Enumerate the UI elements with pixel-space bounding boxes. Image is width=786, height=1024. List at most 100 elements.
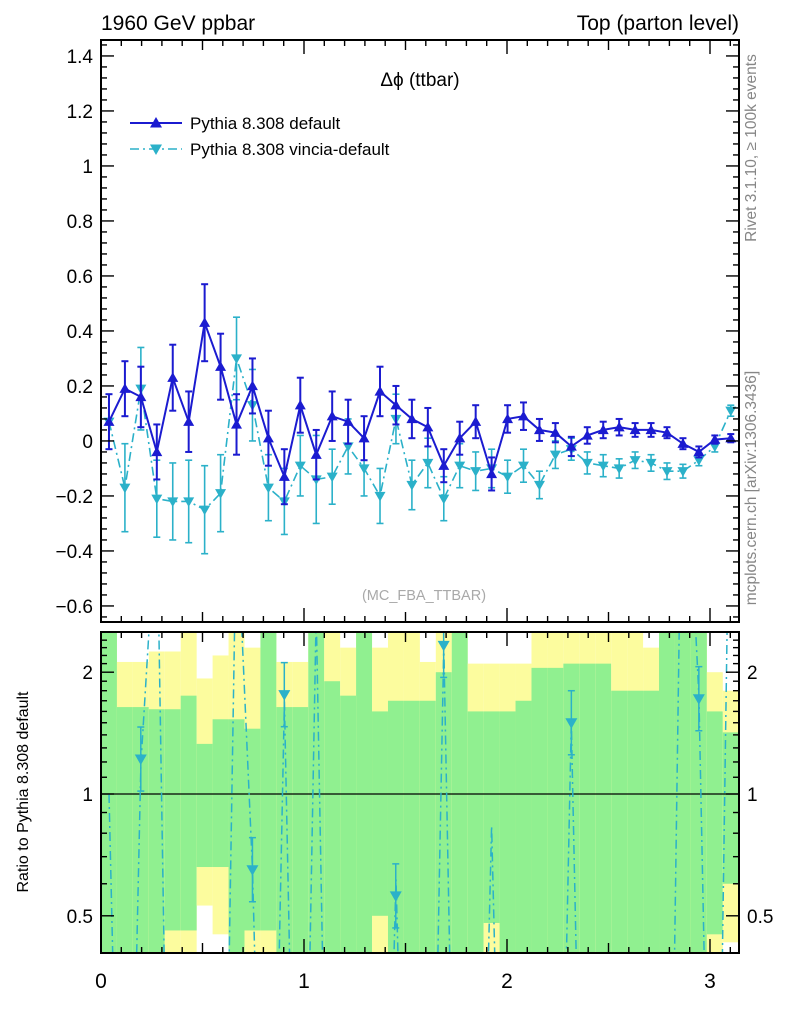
series-default (103, 283, 737, 506)
data-marker (342, 442, 354, 452)
main-y-tick-label: 0.2 (67, 377, 93, 398)
ratio-band-green (212, 719, 229, 868)
data-marker (661, 427, 673, 437)
data-marker (151, 494, 163, 505)
data-marker (215, 361, 227, 371)
ratio-band-green (403, 700, 420, 953)
data-marker (438, 460, 450, 470)
ratio-band-green (148, 709, 165, 953)
ratio-y-tick-label-right: 1 (747, 785, 758, 806)
legend-marker-default (150, 117, 162, 128)
data-marker (199, 317, 211, 327)
chart-frame-layer: 0 1 2 3 1.4 1.2 1 0.8 0.6 0.4 0.2 0 −0.2 −0.4 −0.6 2 2 1 1… (55, 39, 773, 993)
data-marker (358, 464, 370, 474)
data-marker (294, 461, 306, 472)
ratio-band-green (627, 690, 644, 953)
ratio-band-green (722, 732, 739, 884)
data-marker (262, 432, 274, 443)
ratio-band-green (531, 667, 548, 953)
data-marker (725, 432, 737, 443)
ratio-band-green (595, 663, 612, 953)
data-marker (518, 410, 530, 421)
data-marker (390, 399, 402, 410)
data-marker (199, 505, 211, 516)
x-tick-label: 2 (501, 970, 513, 993)
ratio-band-green (244, 728, 261, 931)
data-marker (613, 464, 625, 474)
data-marker (533, 480, 545, 491)
data-marker (183, 416, 195, 426)
main-y-tick-label: 1 (82, 157, 93, 178)
x-tick-label: 0 (95, 970, 107, 993)
data-marker (677, 438, 689, 448)
ratio-band-green (276, 707, 293, 953)
ratio-curve-group (108, 632, 728, 953)
data-marker (326, 410, 338, 421)
data-marker (326, 472, 338, 483)
data-marker (231, 418, 243, 429)
ratio-band-green (260, 632, 277, 931)
ratio-band-green (228, 719, 245, 953)
data-marker (406, 413, 418, 424)
data-marker (470, 416, 482, 426)
x-tick-label: 3 (704, 970, 716, 993)
main-y-tick-label: 1.4 (67, 47, 94, 68)
data-marker (151, 446, 163, 457)
data-marker (661, 467, 673, 477)
data-marker (231, 354, 243, 364)
ratio-band-green (643, 690, 660, 953)
data-marker (119, 483, 131, 494)
main-series-group (103, 283, 737, 555)
data-marker (183, 497, 195, 507)
ratio-y-tick-label-left: 1 (82, 785, 93, 806)
data-marker (629, 456, 641, 466)
data-marker (167, 372, 179, 382)
ratio-band-green (164, 709, 181, 931)
data-marker (294, 399, 306, 410)
legend (130, 117, 182, 155)
ratio-band-green (483, 711, 500, 923)
data-marker (693, 446, 705, 457)
data-marker (135, 391, 147, 402)
main-y-tick-label: 0.4 (67, 322, 94, 343)
data-marker (278, 471, 290, 481)
data-marker (549, 427, 561, 437)
data-marker (167, 497, 179, 507)
data-marker (629, 424, 641, 435)
ratio-band-green (674, 632, 691, 953)
ratio-marker (565, 718, 578, 729)
ratio-band-green (340, 695, 357, 953)
ratio-band-green (356, 632, 373, 953)
ratio-band-green (499, 711, 516, 953)
ratio-y-tick-label-left: 0.5 (67, 907, 93, 928)
data-marker (246, 380, 258, 391)
ratio-band-green (515, 700, 532, 953)
ratio-band-green (101, 632, 117, 953)
chart-generated-layer (101, 283, 739, 953)
legend-label-pythia-default: Pythia 8.308 default (190, 114, 341, 133)
data-marker (645, 424, 657, 435)
data-marker (103, 416, 115, 426)
main-y-tick-label: 0.6 (67, 267, 93, 288)
data-marker (549, 450, 561, 461)
data-marker (597, 461, 609, 472)
ratio-band-green (132, 707, 149, 953)
data-marker (677, 467, 689, 477)
ratio-panel-frame (100, 631, 740, 954)
data-marker (486, 468, 498, 479)
data-marker (438, 494, 450, 505)
ratio-band-green (659, 632, 675, 953)
ratio-band-green (706, 711, 723, 935)
data-marker (310, 449, 322, 459)
data-marker (358, 432, 370, 443)
ratio-band-green (292, 707, 309, 953)
legend-marker-vincia (150, 144, 162, 155)
ratio-band-green (308, 632, 325, 953)
data-marker (502, 472, 514, 483)
data-marker (454, 432, 466, 443)
data-marker (262, 483, 274, 494)
x-tick-label: 1 (298, 970, 310, 993)
ticks (100, 40, 739, 953)
ratio-band-green (387, 700, 404, 953)
